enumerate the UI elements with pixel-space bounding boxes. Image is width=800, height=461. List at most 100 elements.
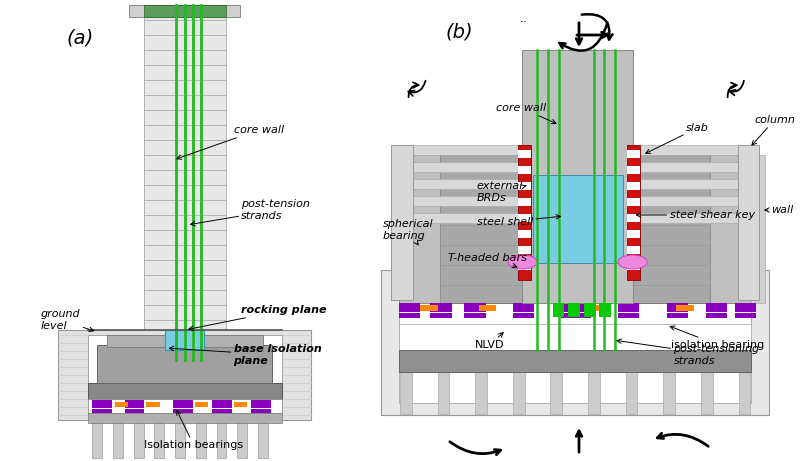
Bar — [738, 372, 750, 414]
Bar — [87, 399, 282, 413]
Bar — [399, 313, 420, 318]
Bar — [399, 303, 420, 312]
Bar — [534, 175, 623, 263]
Bar — [562, 313, 583, 318]
Bar — [626, 372, 638, 414]
Bar — [626, 230, 640, 238]
Bar — [518, 145, 531, 280]
Ellipse shape — [618, 255, 647, 269]
Bar — [589, 305, 606, 311]
Bar — [666, 313, 688, 318]
Bar — [144, 5, 226, 330]
Bar — [706, 313, 727, 318]
Bar — [166, 330, 204, 350]
Bar — [751, 155, 765, 303]
Text: column: column — [752, 115, 795, 145]
Bar — [570, 313, 590, 318]
Bar — [550, 372, 562, 414]
Bar — [666, 303, 688, 312]
Text: base isolation
plane: base isolation plane — [170, 344, 322, 366]
Bar — [125, 409, 144, 413]
Text: (b): (b) — [446, 22, 474, 41]
Text: ground
level: ground level — [41, 309, 94, 331]
Text: core wall: core wall — [496, 103, 556, 124]
Text: slab: slab — [646, 123, 709, 154]
Text: wall: wall — [765, 205, 793, 215]
Bar — [154, 423, 164, 458]
Bar — [738, 145, 759, 300]
Bar — [212, 400, 232, 408]
Bar — [430, 313, 451, 318]
Bar — [588, 372, 600, 414]
Bar — [130, 5, 240, 17]
Bar — [584, 303, 595, 317]
Bar — [391, 145, 759, 155]
Bar — [134, 423, 143, 458]
Bar — [626, 214, 640, 222]
Text: NLVD: NLVD — [475, 332, 504, 350]
Bar — [522, 50, 633, 303]
Bar — [420, 305, 438, 311]
Bar — [568, 303, 580, 317]
Bar — [391, 213, 759, 223]
Bar — [663, 372, 675, 414]
Bar — [518, 262, 531, 270]
Text: core wall: core wall — [177, 125, 284, 160]
Bar — [146, 402, 159, 407]
Text: T-headed bars: T-headed bars — [448, 253, 526, 268]
Bar — [234, 402, 247, 407]
Bar — [174, 409, 193, 413]
Bar — [706, 303, 727, 312]
Bar — [518, 230, 531, 238]
Bar — [734, 303, 756, 312]
Bar — [115, 402, 129, 407]
Text: ..: .. — [519, 12, 527, 25]
Bar — [258, 423, 268, 458]
Text: Isolation bearings: Isolation bearings — [144, 410, 243, 450]
Bar — [58, 330, 311, 420]
Bar — [382, 270, 769, 415]
Bar — [93, 423, 102, 458]
Bar — [438, 372, 450, 414]
Bar — [570, 303, 590, 312]
Bar — [196, 423, 206, 458]
Bar — [710, 155, 751, 303]
Bar — [618, 313, 639, 318]
Bar — [251, 409, 270, 413]
Bar — [399, 278, 751, 403]
Bar — [399, 155, 440, 303]
Bar — [626, 262, 640, 270]
Text: post-tensioning
strands: post-tensioning strands — [617, 339, 759, 366]
Bar — [618, 303, 639, 312]
Bar — [475, 372, 487, 414]
Bar — [701, 372, 713, 414]
Bar — [87, 413, 282, 423]
Bar — [399, 350, 751, 372]
Bar — [626, 198, 640, 206]
Bar — [144, 5, 226, 17]
Bar — [513, 303, 534, 312]
Text: rocking plane: rocking plane — [189, 305, 327, 331]
Text: isolation bearing: isolation bearing — [670, 326, 765, 350]
Bar — [87, 335, 282, 415]
Bar — [626, 246, 640, 254]
Bar — [599, 303, 611, 317]
Bar — [626, 166, 640, 174]
Bar — [217, 423, 226, 458]
Bar — [125, 400, 144, 408]
Bar — [93, 400, 112, 408]
Bar — [399, 302, 751, 324]
Bar — [98, 345, 273, 383]
Text: steel shear key: steel shear key — [636, 210, 754, 220]
Bar — [391, 179, 759, 189]
Ellipse shape — [508, 255, 537, 269]
Bar — [518, 150, 531, 158]
Bar — [107, 335, 262, 347]
Bar — [518, 198, 531, 206]
Bar — [113, 423, 123, 458]
Bar — [562, 303, 583, 312]
Text: external
BRDs: external BRDs — [477, 181, 526, 203]
Bar — [518, 166, 531, 174]
Text: (a): (a) — [66, 28, 94, 47]
Bar — [464, 313, 486, 318]
